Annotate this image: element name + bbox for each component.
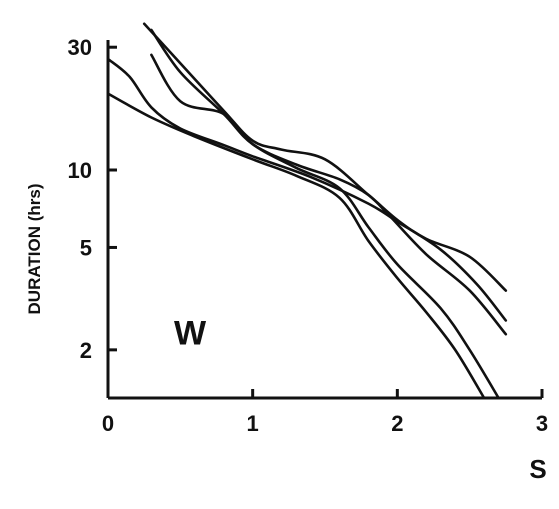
y-tick-label: 10 bbox=[68, 158, 92, 183]
x-tick-label: 2 bbox=[391, 411, 403, 436]
data-series bbox=[106, 22, 508, 400]
y-tick-label: 2 bbox=[80, 338, 92, 363]
y-axis-title: DURATION (hrs) bbox=[25, 184, 44, 315]
x-axis-title: S bbox=[529, 454, 546, 484]
series-line-2 bbox=[106, 57, 508, 322]
series-line-3 bbox=[142, 22, 508, 292]
series-line-5 bbox=[150, 53, 500, 400]
x-tick-label: 0 bbox=[102, 411, 114, 436]
x-tick-label: 3 bbox=[536, 411, 548, 436]
series-line-1 bbox=[106, 92, 486, 400]
y-tick-label: 5 bbox=[80, 235, 92, 260]
panel-label: W bbox=[174, 314, 207, 352]
series-line-4 bbox=[150, 28, 508, 336]
x-tick-label: 1 bbox=[247, 411, 259, 436]
y-tick-label: 30 bbox=[68, 35, 92, 60]
axes bbox=[106, 40, 542, 400]
ticks: 0 1 2 3 2 5 10 30 bbox=[68, 35, 549, 436]
